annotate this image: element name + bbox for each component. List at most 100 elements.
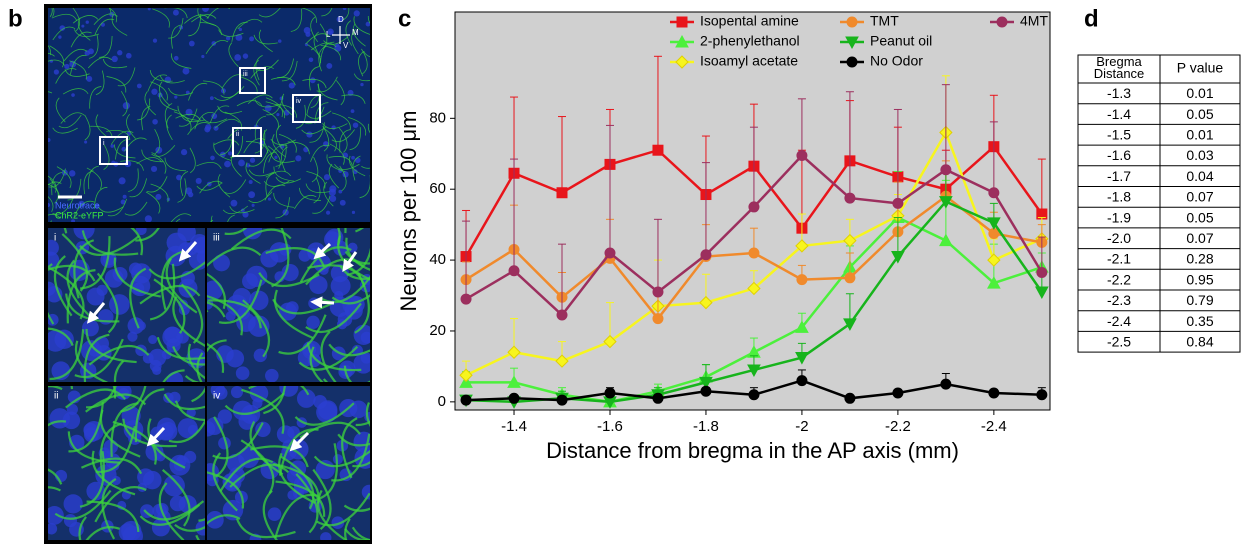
inset-label: i [103,140,105,147]
nucleus [180,149,188,156]
fiber [126,114,136,139]
marker [700,385,712,397]
legend-label: Isoamyl acetate [700,53,798,69]
fiber [365,402,370,427]
fiber [74,340,109,382]
inset-label: iv [296,98,302,105]
fiber [316,76,338,93]
fiber [95,114,109,138]
fiber [263,180,290,187]
panel-label: c [398,5,411,32]
fiber [212,452,238,512]
marker [843,318,857,331]
nucleus [353,353,370,374]
fiber [110,402,139,457]
nucleus [135,228,147,236]
nucleus [58,35,62,39]
fiber [102,58,128,69]
table-cell: 0.35 [1186,313,1213,329]
nucleus [237,306,250,320]
nucleus [245,163,251,168]
nucleus [288,82,295,89]
panel-label: b [8,5,23,32]
y-tick-label: 60 [429,180,446,197]
marker [699,295,713,310]
fiber [230,136,244,159]
table-cell: -2.5 [1107,333,1131,349]
fiber [48,266,85,320]
fiber [280,455,315,510]
nucleus [151,88,158,95]
nucleus [187,191,194,198]
fiber [275,143,287,167]
nucleus [213,254,230,272]
marker [747,281,761,296]
nucleus [306,131,313,138]
fiber [99,36,113,58]
fiber [101,478,117,540]
fiber [213,416,229,478]
marker [844,192,856,204]
marker [987,253,1001,267]
legend-label: 4MT [1020,13,1048,29]
nucleus [267,197,272,201]
fiber [117,67,136,87]
nucleus [286,301,299,314]
fiber [70,31,92,48]
fiber [230,228,292,250]
fiber [195,534,200,540]
fiber [168,419,205,444]
nucleus [251,203,255,207]
marker [940,164,952,176]
nucleus [211,41,217,46]
nucleus [173,55,179,61]
fiber [321,8,333,17]
fiber [345,20,353,46]
compass-label: L [326,30,331,39]
fiber [319,23,328,49]
fiber [275,124,283,151]
fiber [78,516,87,540]
fiber [209,105,230,123]
fiber [243,138,266,154]
fiber [254,115,267,139]
fiber [48,263,55,325]
nucleus [328,30,333,35]
fiber [49,45,65,68]
fiber [310,16,319,43]
fiber [89,34,99,59]
legend-label: 2-phenylethanol [700,33,800,49]
marker [891,251,905,264]
compass [332,26,350,44]
nucleus [224,160,231,168]
fiber [245,162,261,184]
fiber [150,81,168,101]
fiber [89,86,102,109]
fiber [305,33,330,45]
nucleus [196,250,205,265]
fiber [351,28,359,55]
fiber [49,178,59,204]
fiber [344,528,370,540]
fiber [52,26,76,41]
nucleus [253,348,268,363]
nucleus [330,275,351,296]
nucleus [277,39,282,43]
table-cell: -1.9 [1107,209,1131,225]
fiber [313,178,321,204]
nucleus [48,138,51,142]
marker [940,378,952,390]
fiber [48,420,67,427]
fiber [313,449,370,468]
x-tick-label: -1.6 [597,418,623,435]
nucleus [182,67,190,75]
fiber [94,486,147,523]
nucleus [331,125,336,130]
inset-box [239,67,266,94]
fiber [270,77,296,86]
table-cell: -1.8 [1107,189,1131,205]
x-axis-label: Distance from bregma in the AP axis (mm) [546,438,959,463]
marker [556,187,568,199]
fiber [178,108,198,127]
fiber [154,129,161,155]
